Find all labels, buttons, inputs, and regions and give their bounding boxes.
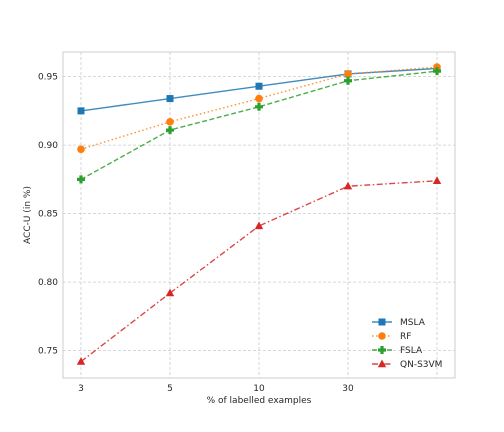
- data-point-msla: [255, 82, 263, 90]
- y-tick-label: 0.95: [38, 73, 58, 83]
- legend-marker-qn-s3vm: [377, 359, 387, 368]
- data-point-qn-s3vm: [432, 176, 442, 184]
- series-fsla: [77, 67, 441, 184]
- legend-label-msla: MSLA: [400, 318, 426, 328]
- data-point-rf: [77, 145, 85, 154]
- x-axis-ticks: 3 5 10 30: [78, 384, 354, 394]
- x-axis-label: % of labelled examples: [207, 396, 312, 406]
- series-rf: [77, 63, 441, 154]
- legend-label-rf: RF: [400, 332, 411, 342]
- y-tick-label: 0.90: [38, 141, 58, 151]
- x-tick-label: 5: [167, 384, 173, 394]
- y-tick-label: 0.80: [38, 278, 58, 288]
- legend-marker-rf: [378, 332, 386, 340]
- data-point-qn-s3vm: [165, 288, 175, 297]
- series-line-qn-s3vm: [80, 180, 438, 363]
- legend-item-fsla: FSLA: [372, 346, 423, 356]
- y-tick-label: 0.85: [38, 210, 58, 220]
- legend-item-rf: RF: [372, 332, 411, 342]
- y-axis-label: ACC-U (in %): [23, 186, 33, 244]
- legend-item-qn-s3vm: QN-S3VM: [372, 359, 442, 370]
- series-line-fsla: [80, 70, 438, 180]
- series-qn-s3vm: [76, 176, 442, 365]
- y-axis-ticks: 0.75 0.80 0.85 0.90 0.95: [38, 73, 58, 357]
- data-point-qn-s3vm: [76, 357, 86, 365]
- legend-label-fsla: FSLA: [400, 346, 423, 356]
- data-point-fsla: [344, 76, 352, 85]
- legend-marker-msla: [378, 318, 386, 326]
- data-point-rf: [255, 94, 263, 103]
- x-tick-label: 10: [253, 384, 265, 394]
- data-point-qn-s3vm: [254, 221, 264, 230]
- data-point-msla: [166, 95, 174, 103]
- legend-item-msla: MSLA: [372, 318, 426, 328]
- data-point-msla: [77, 107, 85, 115]
- legend-label-qn-s3vm: QN-S3VM: [400, 360, 442, 370]
- legend: MSLA RF FSLA QN-S3VM: [372, 318, 442, 370]
- data-point-fsla: [255, 102, 263, 111]
- x-tick-label: 30: [342, 384, 354, 394]
- x-tick-label: 3: [78, 384, 84, 394]
- data-point-rf: [344, 70, 352, 78]
- plot-frame: [62, 51, 456, 379]
- data-point-qn-s3vm: [343, 181, 353, 190]
- data-point-rf: [166, 118, 174, 126]
- data-point-fsla: [77, 175, 85, 184]
- legend-marker-fsla: [378, 346, 386, 354]
- series-group: [76, 63, 442, 365]
- data-point-fsla: [166, 126, 174, 135]
- y-tick-label: 0.75: [38, 347, 58, 357]
- data-point-rf: [433, 63, 441, 71]
- data-point-fsla: [433, 67, 441, 76]
